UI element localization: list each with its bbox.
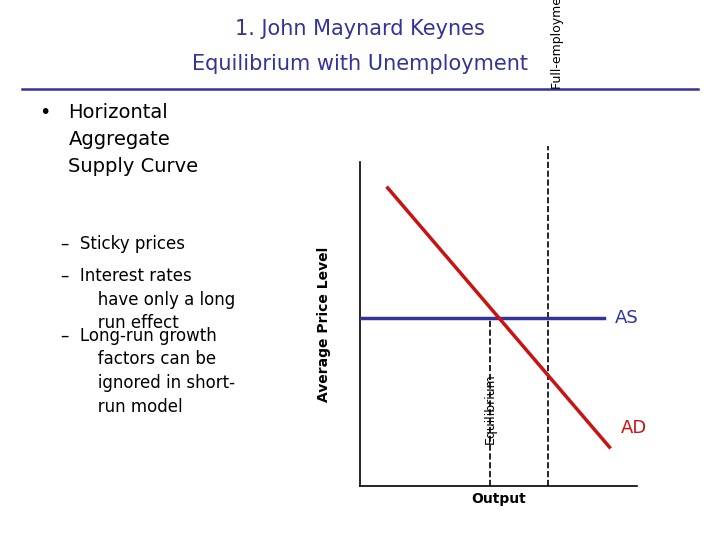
Text: AS: AS <box>615 308 639 327</box>
Text: AD: AD <box>621 418 647 437</box>
Text: 1. John Maynard Keynes: 1. John Maynard Keynes <box>235 19 485 39</box>
Text: –  Interest rates
       have only a long
       run effect: – Interest rates have only a long run ef… <box>61 267 235 333</box>
Text: –  Sticky prices: – Sticky prices <box>61 235 185 253</box>
Text: Equilibrium with Unemployment: Equilibrium with Unemployment <box>192 54 528 74</box>
X-axis label: Output: Output <box>471 491 526 505</box>
Text: Equilibrium: Equilibrium <box>484 373 497 444</box>
Text: Horizontal
Aggregate
Supply Curve: Horizontal Aggregate Supply Curve <box>68 103 199 176</box>
Text: •: • <box>40 103 51 122</box>
Text: Average Price Level: Average Price Level <box>317 246 331 402</box>
Text: –  Long-run growth
       factors can be
       ignored in short-
       run mod: – Long-run growth factors can be ignored… <box>61 327 235 415</box>
Text: Full-employment output: Full-employment output <box>551 0 564 89</box>
